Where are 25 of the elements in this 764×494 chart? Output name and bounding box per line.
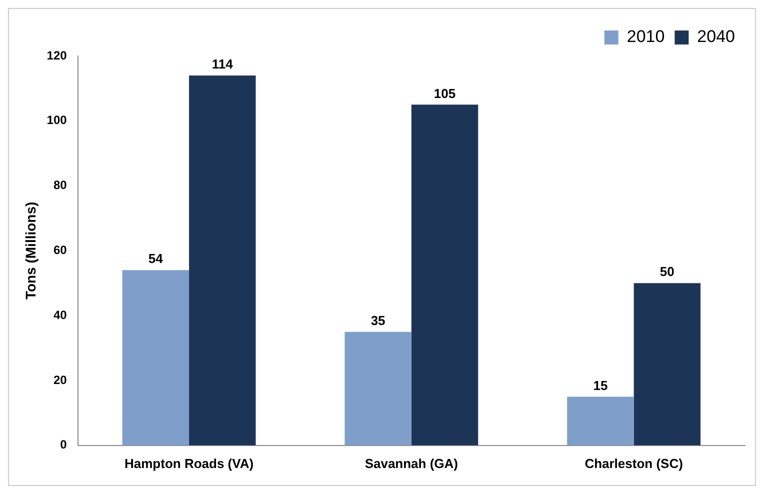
data-label: 105 — [434, 86, 456, 101]
y-axis-title: Tons (Millions) — [22, 202, 38, 300]
data-label: 50 — [660, 264, 674, 280]
bar — [634, 283, 701, 446]
data-label: 35 — [370, 312, 386, 328]
x-tick-label: Charleston (SC) — [584, 456, 683, 471]
data-label: 15 — [593, 378, 608, 393]
y-tick-label: 120 — [46, 48, 68, 62]
y-tick-label: 20 — [53, 372, 68, 387]
bar — [567, 396, 634, 446]
bar — [411, 104, 478, 446]
y-tick-label: 40 — [53, 308, 68, 322]
y-tick-label: 80 — [53, 178, 68, 192]
legend-label: 2040 — [697, 27, 736, 46]
bar — [344, 332, 412, 446]
data-label: 54 — [148, 251, 164, 266]
data-label: 114 — [212, 56, 234, 72]
x-tick-label: Hampton Roads (VA) — [124, 456, 254, 471]
bar — [189, 75, 256, 446]
y-tick-label: 0 — [60, 438, 68, 452]
x-tick-label: Savannah (GA) — [364, 456, 458, 471]
y-tick-label: 100 — [46, 113, 68, 128]
y-tick-label: 60 — [53, 243, 68, 258]
bar — [122, 270, 190, 446]
legend-label: 2010 — [626, 27, 665, 46]
